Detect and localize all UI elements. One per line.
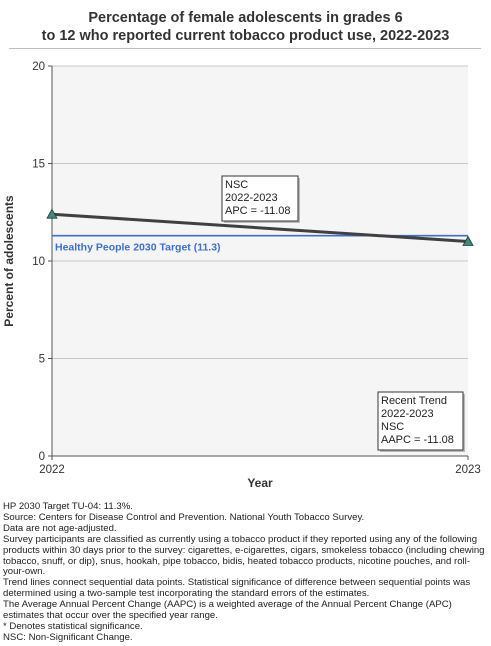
chart-title-line-1: Percentage of female adolescents in grad…	[88, 10, 403, 26]
y-tick-label: 15	[32, 159, 45, 171]
footnote-source: Source: Centers for Disease Control and …	[3, 511, 365, 523]
segment-annotation	[221, 175, 299, 222]
data-point	[462, 235, 474, 246]
y-tick-label: 20	[32, 61, 45, 73]
segment-annotation-line: APC = -11.08	[225, 205, 291, 217]
footnote-trend-lines: Trend lines connect sequential data poin…	[3, 577, 471, 600]
footnote-aapc: The Average Annual Percent Change (AAPC)…	[3, 599, 452, 622]
footnote-target: HP 2030 Target TU-04: 11.3%.	[3, 501, 133, 512]
x-tick-label: 2022	[39, 464, 65, 476]
y-axis-title: Percent of adolescents	[2, 195, 16, 327]
footnote-definition: Survey participants are classified as cu…	[3, 533, 485, 578]
x-axis-title: Year	[247, 476, 273, 490]
trend-annotation-line: Recent Trend	[381, 395, 447, 407]
data-point	[46, 208, 58, 219]
footnote-nsc: NSC: Non-Significant Change.	[3, 631, 133, 643]
trend-annotation-line: NSC	[381, 421, 404, 433]
y-tick-label: 0	[39, 451, 45, 463]
footnotes: HP 2030 Target TU-04: 11.3%. Source: Cen…	[3, 501, 489, 644]
trend-annotation-line: 2022-2023	[381, 408, 434, 420]
trend-annotation	[377, 391, 464, 451]
y-tick-label: 5	[39, 354, 45, 366]
footnote-age-adjusted: Data are not age-adjusted.	[3, 522, 117, 534]
x-tick-label: 2023	[455, 464, 481, 476]
title-divider	[9, 48, 481, 49]
y-tick-label: 10	[32, 256, 45, 268]
segment-annotation-line: 2022-2023	[225, 192, 278, 204]
series-line	[51, 212, 469, 243]
target-label: Healthy People 2030 Target (11.3)	[55, 242, 221, 254]
segment-annotation-line: NSC	[225, 179, 248, 191]
trend-annotation-line: AAPC = -11.08	[381, 434, 454, 446]
line-chart: 0 5 10 15 20 2022 2023 Year Percent of adolescen…	[2, 61, 481, 490]
chart-title: Percentage of female adolescents in grad…	[0, 9, 491, 45]
footnote-significance: * Denotes statistical significance.	[3, 620, 143, 632]
chart-title-line-2: to 12 who reported current tobacco produ…	[41, 28, 450, 44]
